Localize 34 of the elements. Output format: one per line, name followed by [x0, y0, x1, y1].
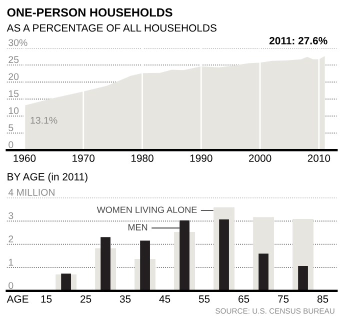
- x-tick-label: 35: [120, 295, 131, 303]
- x-tick-label: 2010: [308, 154, 330, 162]
- x-tick-label: 75: [278, 295, 289, 303]
- y-tick-label: 30%: [8, 39, 28, 46]
- x-tick-label: 65: [238, 295, 250, 303]
- x-axis-title: AGE: [6, 295, 28, 303]
- y-tick-label: 10: [8, 107, 19, 114]
- series-label: MEN: [128, 224, 148, 230]
- series-label: WOMEN LIVING ALONE: [96, 206, 197, 213]
- x-tick-label: 1990: [190, 154, 212, 162]
- chart-title: BY AGE (in 2011): [8, 172, 88, 183]
- annotation: 2011: 27.6%: [269, 37, 328, 44]
- x-tick-label: 1970: [72, 154, 95, 162]
- x-tick-label: 45: [159, 295, 170, 303]
- y-tick-label: 0: [8, 282, 14, 289]
- x-tick-label: 2000: [248, 154, 272, 162]
- x-tick-label: 55: [198, 295, 210, 303]
- x-tick-label: 1980: [131, 154, 154, 162]
- y-tick-label: 1: [8, 258, 14, 266]
- chart-subtitle: AS A PERCENTAGE OF ALL HOUSEHOLDS: [6, 24, 216, 32]
- y-tick-label: 15: [8, 90, 19, 98]
- x-tick-label: 1960: [14, 154, 36, 162]
- x-tick-label: 15: [41, 295, 52, 303]
- y-tick-label: 4 MILLION: [8, 188, 54, 196]
- x-tick-label: 85: [317, 295, 328, 303]
- y-tick-label: 2: [8, 236, 14, 242]
- x-tick-label: 25: [80, 295, 92, 303]
- chart-title: ONE-PERSON HOUSEHOLDS: [7, 8, 172, 17]
- y-tick-label: 0: [8, 141, 14, 148]
- annotation: 13.1%: [30, 116, 58, 124]
- y-tick-label: 25: [8, 56, 19, 64]
- y-tick-label: 3: [8, 212, 14, 220]
- y-tick-label: 5: [8, 124, 14, 132]
- y-tick-label: 20: [8, 73, 19, 80]
